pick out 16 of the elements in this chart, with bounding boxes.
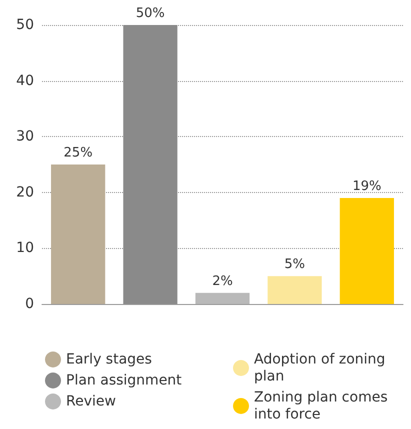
legend-label: Review (66, 394, 116, 410)
data-label: 25% (64, 146, 93, 160)
y-tick-label: 40 (16, 72, 34, 89)
y-tick-label: 10 (16, 240, 34, 256)
data-label: 5% (284, 257, 306, 272)
y-tick-label: 30 (16, 128, 34, 145)
y-tick-label: 50 (16, 17, 34, 33)
y-tick-label: 0 (25, 296, 34, 312)
data-label: 19% (352, 178, 382, 194)
legend-label: Early stages (66, 352, 152, 368)
legend-label: Plan assignment (66, 372, 182, 388)
legend-label: Zoning plan comes into force (254, 390, 392, 422)
data-label: 2% (212, 274, 233, 289)
y-tick-label: 20 (16, 184, 34, 200)
legend-label: Adoption of zoning plan (254, 352, 390, 384)
data-label: 50% (136, 6, 165, 21)
